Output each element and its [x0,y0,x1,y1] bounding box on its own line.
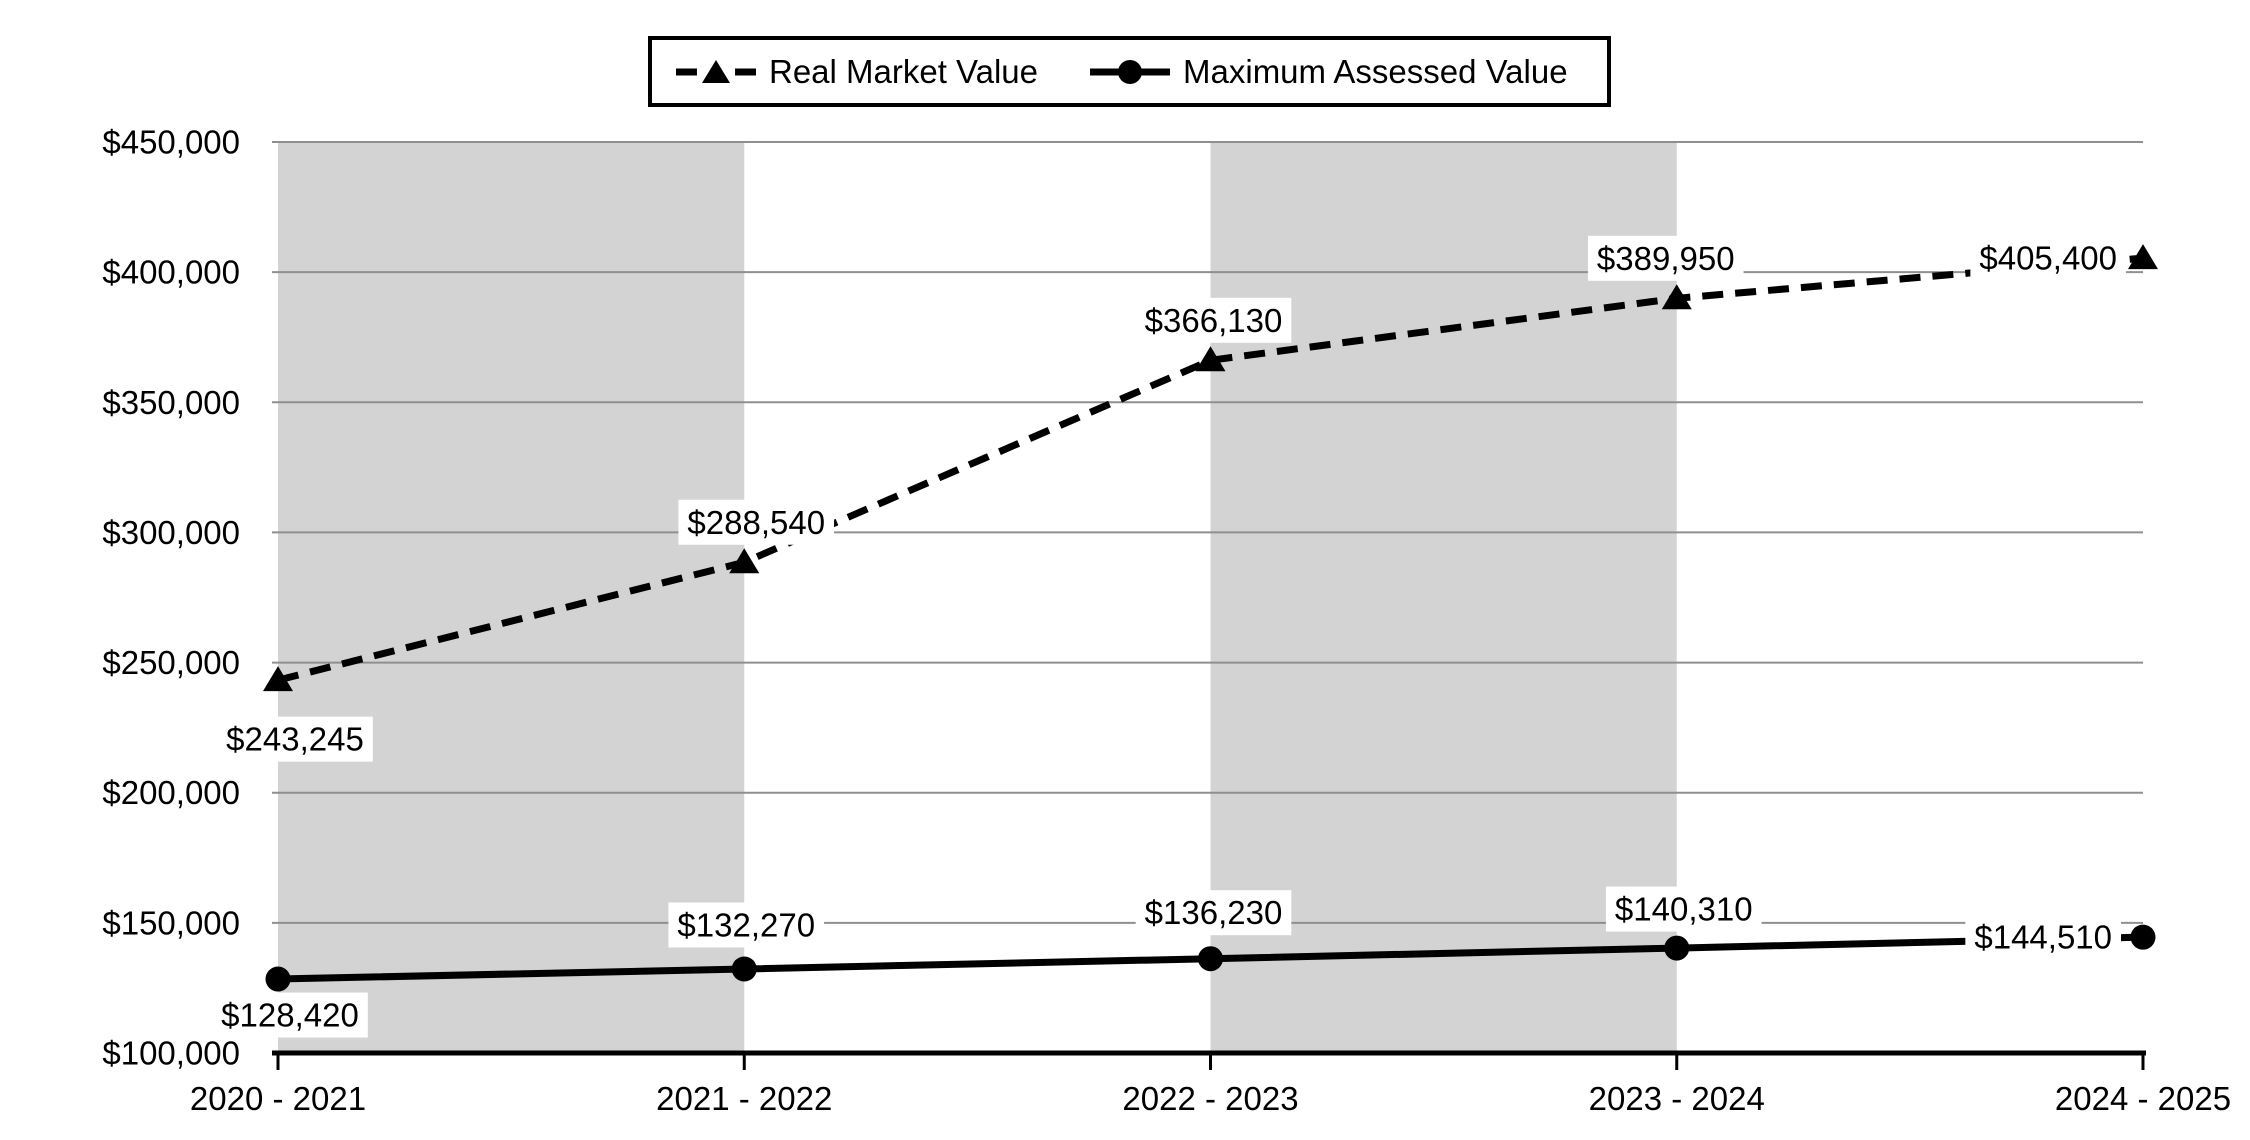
x-axis-tick-label: 2023 - 2024 [1589,1080,1765,1117]
data-label-background [678,499,835,545]
x-axis-tick-label: 2022 - 2023 [1122,1080,1298,1117]
data-label-background [1135,890,1292,936]
y-axis-tick-label: $300,000 [102,514,240,551]
data-label: $243,245 [226,721,364,758]
data-label-background [1135,297,1292,343]
data-label-background [217,716,373,762]
legend-item-real-market-value: Real Market Value [676,55,1038,88]
circle-point-marker [265,966,291,992]
y-axis-tick-label: $100,000 [102,1035,240,1072]
triangle-point-marker [263,666,293,692]
data-label: $144,510 [1974,919,2112,956]
data-label: $128,420 [221,997,359,1034]
circle-point-marker [1198,946,1223,972]
y-axis-tick-label: $400,000 [102,254,240,291]
data-label: $136,230 [1145,894,1283,931]
circle-point-marker [1664,935,1690,961]
y-axis-tick-label: $450,000 [102,124,240,161]
data-label: $405,400 [1979,240,2117,277]
data-label: $140,310 [1615,891,1753,928]
y-axis-tick-label: $350,000 [102,384,240,421]
legend: Real Market Value Maximum Assessed Value [648,36,1611,107]
x-axis-tick-label: 2024 - 2025 [2055,1080,2231,1117]
triangle-point-marker [2128,244,2158,270]
triangle-point-marker [1195,346,1226,372]
legend-label-maximum-assessed-value: Maximum Assessed Value [1183,53,1568,90]
y-axis-tick-label: $250,000 [102,644,240,681]
data-label-background [1970,235,2126,281]
circle-point-marker [731,956,757,982]
data-label: $389,950 [1597,240,1735,277]
data-label: $288,540 [687,504,825,541]
x-axis-tick-label: 2020 - 2021 [190,1080,366,1117]
data-label-background [212,992,368,1038]
shaded-band [278,142,745,1053]
data-label-background [1965,914,2121,960]
x-axis-tick-label: 2021 - 2022 [656,1080,832,1117]
y-axis-tick-label: $200,000 [102,774,240,811]
dashed-line-triangle-marker-icon [676,59,756,83]
circle-point-marker [2130,924,2156,950]
data-label: $132,270 [677,907,815,944]
y-axis-tick-label: $150,000 [102,904,240,941]
data-label: $366,130 [1145,302,1283,339]
legend-item-maximum-assessed-value: Maximum Assessed Value [1090,55,1568,88]
solid-line-circle-marker-icon [1090,59,1171,84]
legend-label-real-market-value: Real Market Value [769,53,1039,90]
data-label-background [1605,886,1762,932]
triangle-point-marker [1661,284,1692,310]
data-label-background [668,902,825,948]
data-label-background [1587,235,1744,281]
triangle-point-marker [729,548,760,574]
